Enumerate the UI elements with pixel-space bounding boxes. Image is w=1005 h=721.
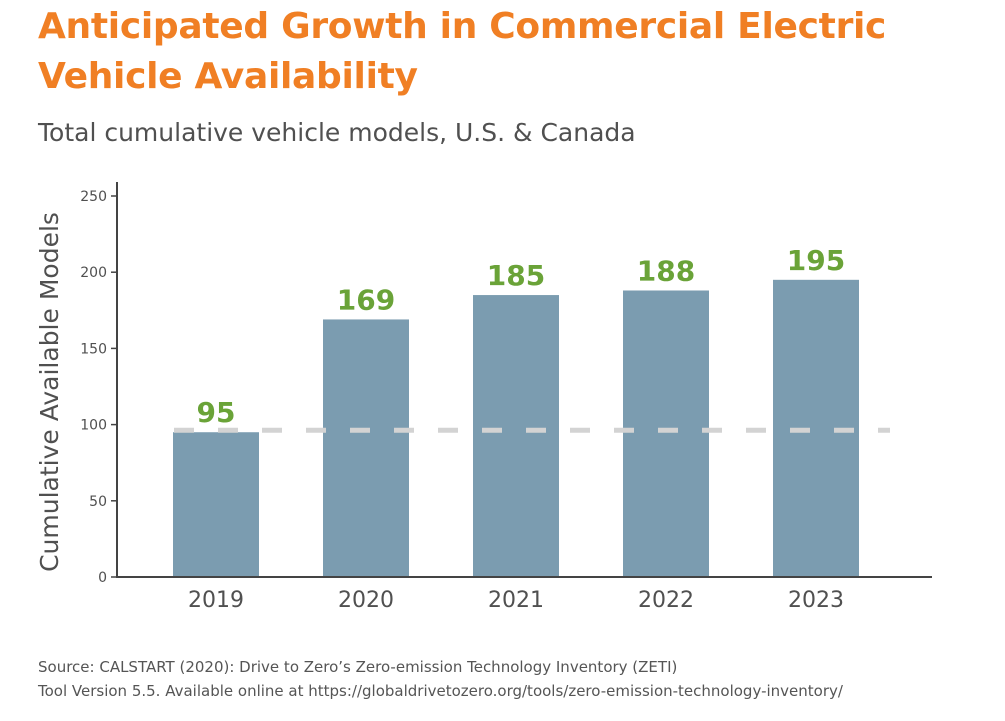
bar-value-label: 188 [637, 254, 695, 287]
bar-2019 [173, 432, 259, 577]
y-tick-label: 0 [98, 570, 107, 586]
y-axis-label: Cumulative Available Models [35, 212, 64, 572]
bar-value-label: 169 [337, 283, 395, 316]
x-tick-label: 2021 [488, 588, 544, 613]
x-tick-label: 2022 [638, 588, 694, 613]
bar-2022 [623, 290, 709, 577]
bar-chart: 95 2019 169 2020 185 2021 188 2022 195 2023 0 50 10… [35, 182, 932, 613]
source-note: Source: CALSTART (2020): Drive to Zero’s… [38, 655, 843, 703]
x-tick-label: 2020 [338, 588, 394, 613]
bar-2020 [323, 319, 409, 577]
x-tick-label: 2023 [788, 588, 844, 613]
bar-value-label: 95 [197, 396, 236, 429]
y-tick-label: 200 [80, 265, 107, 281]
source-line-2: Tool Version 5.5. Available online at ht… [38, 682, 843, 700]
x-tick-label: 2019 [188, 588, 244, 613]
chart-subtitle: Total cumulative vehicle models, U.S. & … [38, 118, 636, 147]
source-line-1: Source: CALSTART (2020): Drive to Zero’s… [38, 658, 678, 676]
chart-title: Anticipated Growth in Commercial Electri… [38, 6, 887, 97]
y-tick-label: 150 [80, 341, 107, 357]
bar-value-label: 195 [787, 244, 845, 277]
y-tick-label: 250 [80, 189, 107, 205]
y-tick-label: 100 [80, 418, 107, 434]
y-tick-label: 50 [89, 494, 107, 510]
bar-2021 [473, 295, 559, 577]
bar-value-label: 185 [487, 259, 545, 292]
